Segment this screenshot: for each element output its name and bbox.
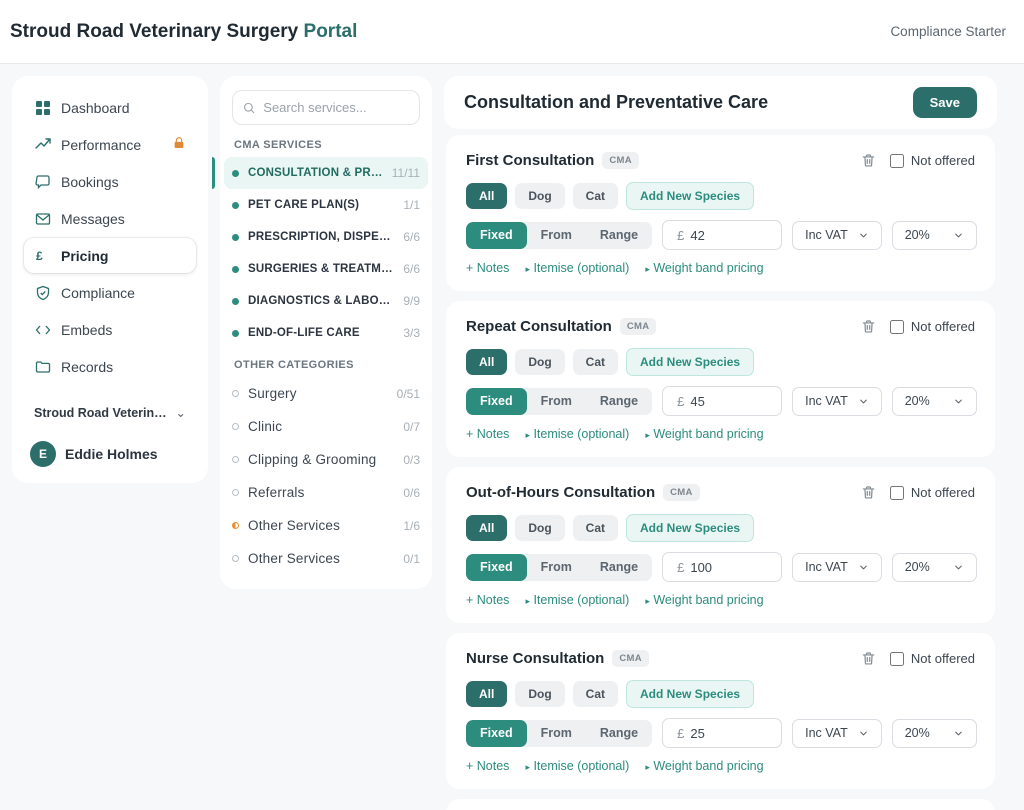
svg-text:£: £: [36, 249, 43, 263]
